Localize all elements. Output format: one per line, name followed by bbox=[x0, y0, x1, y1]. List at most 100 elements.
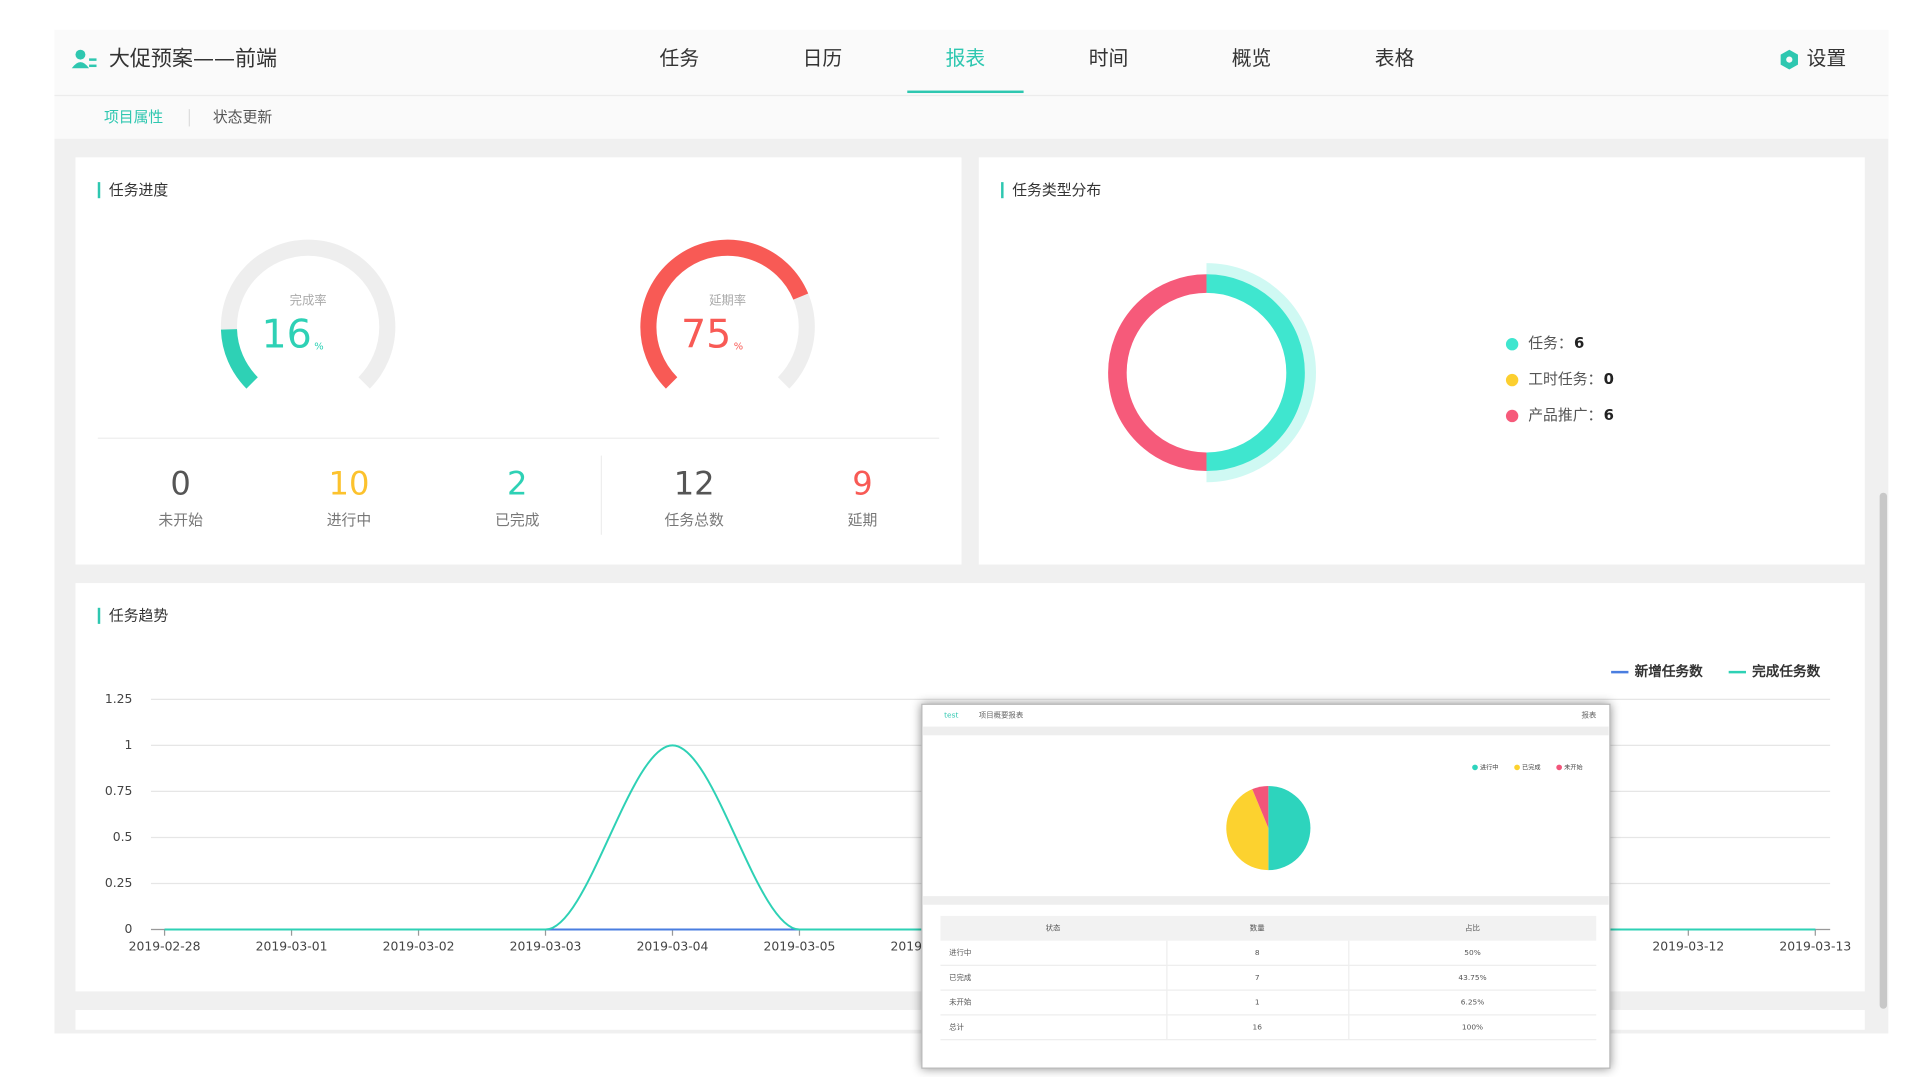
x-tick-label: 2019-03-02 bbox=[383, 939, 455, 953]
stat-value: 10 bbox=[328, 464, 369, 502]
table-cell: 8 bbox=[1255, 948, 1260, 957]
gauge-label: 延期率 bbox=[709, 292, 746, 307]
donut-slice bbox=[1206, 274, 1305, 472]
gauge-value bbox=[640, 239, 809, 389]
pie-legend-label: 进行中 bbox=[1480, 763, 1499, 771]
thumbnail-tab: 项目概要报表 bbox=[979, 709, 1024, 719]
stat-label: 未开始 bbox=[158, 512, 203, 529]
gauge-value-text: 75 bbox=[681, 311, 731, 357]
title-marker bbox=[1001, 182, 1004, 199]
settings-icon[interactable] bbox=[1780, 49, 1798, 70]
x-tick-label: 2019-03-13 bbox=[1779, 939, 1851, 953]
x-tick-label: 2019-03-12 bbox=[1652, 939, 1724, 953]
legend-value: 0 bbox=[1604, 371, 1614, 388]
stat-label: 已完成 bbox=[495, 512, 540, 529]
stat-label: 任务总数 bbox=[665, 512, 724, 529]
thumbnail-band bbox=[923, 896, 1609, 905]
legend-dot bbox=[1505, 373, 1519, 387]
title-marker bbox=[97, 607, 101, 624]
pie-legend-label: 已完成 bbox=[1522, 763, 1541, 771]
table-cell: 未开始 bbox=[949, 997, 972, 1007]
sub-tab[interactable]: 状态更新 bbox=[213, 109, 272, 126]
stat-label: 延期 bbox=[848, 512, 878, 529]
donut-slice bbox=[1108, 274, 1207, 472]
pie-slice bbox=[1226, 789, 1269, 871]
table-cell: 16 bbox=[1252, 1022, 1262, 1031]
table-cell: 总计 bbox=[949, 1021, 964, 1031]
gauge-label: 完成率 bbox=[290, 292, 327, 307]
gauge-unit: % bbox=[314, 342, 323, 353]
legend-dot bbox=[1505, 338, 1519, 351]
title-marker bbox=[97, 182, 101, 199]
top-bar bbox=[54, 29, 1889, 96]
thumbnail-band bbox=[923, 726, 1609, 736]
pie-legend-dot bbox=[1514, 764, 1520, 771]
thumbnail-action: 报表 bbox=[1581, 709, 1596, 719]
y-tick-label: 1.25 bbox=[105, 692, 133, 706]
legend-label: 任务： bbox=[1528, 335, 1573, 352]
nav-tab[interactable]: 概览 bbox=[1232, 47, 1272, 70]
sub-tab[interactable]: 项目属性 bbox=[104, 109, 163, 126]
gauge-unit: % bbox=[734, 342, 743, 353]
legend-label: 工时任务： bbox=[1528, 371, 1602, 388]
table-header bbox=[940, 915, 1597, 941]
pie-slice bbox=[1252, 785, 1269, 829]
stat-value: 12 bbox=[674, 464, 715, 502]
user-icon bbox=[71, 49, 97, 69]
nav-tab[interactable]: 任务 bbox=[660, 47, 700, 70]
x-tick-label: 2019-03-04 bbox=[637, 939, 709, 953]
table-header-cell: 占比 bbox=[1465, 922, 1480, 932]
y-tick-label: 0.5 bbox=[113, 830, 133, 844]
scrollbar[interactable] bbox=[1879, 492, 1888, 1009]
stat-value: 2 bbox=[507, 464, 527, 502]
x-tick-label: 2019-03-01 bbox=[256, 939, 328, 953]
pie-legend-dot bbox=[1556, 764, 1562, 771]
active-tab-underline bbox=[907, 90, 1024, 94]
x-tick-label: 2019-03-05 bbox=[764, 939, 836, 953]
thumbnail-background bbox=[921, 703, 1611, 1069]
card-title: 任务趋势 bbox=[109, 607, 168, 624]
card-title: 任务类型分布 bbox=[1012, 182, 1101, 199]
table-cell: 7 bbox=[1255, 973, 1260, 982]
nav-tab[interactable]: 表格 bbox=[1375, 47, 1415, 70]
pie-legend-dot bbox=[1472, 764, 1478, 771]
gauge-value-text: 16 bbox=[261, 311, 311, 357]
table-cell: 50% bbox=[1464, 948, 1480, 957]
table-cell: 进行中 bbox=[949, 947, 971, 957]
thumbnail-tab: test bbox=[944, 710, 958, 719]
legend-value: 6 bbox=[1604, 407, 1614, 424]
legend-label[interactable]: 完成任务数 bbox=[1752, 663, 1820, 680]
y-tick-label: 0.75 bbox=[105, 784, 133, 798]
x-tick-label: 2019-03-03 bbox=[510, 939, 582, 953]
y-tick-label: 0 bbox=[125, 922, 133, 936]
stat-value: 0 bbox=[170, 464, 190, 502]
table-cell: 已完成 bbox=[949, 972, 972, 982]
pie-legend-label: 未开始 bbox=[1564, 763, 1583, 771]
y-tick-label: 1 bbox=[125, 738, 133, 752]
sub-bar bbox=[54, 95, 1889, 139]
table-header-cell: 数量 bbox=[1250, 922, 1265, 932]
legend-label: 产品推广： bbox=[1528, 407, 1602, 424]
card-title: 任务进度 bbox=[109, 182, 168, 199]
table-header-cell: 状态 bbox=[1046, 922, 1061, 932]
nav-tab[interactable]: 日历 bbox=[803, 47, 843, 70]
table-cell: 43.75% bbox=[1458, 973, 1486, 982]
settings-link[interactable]: 设置 bbox=[1807, 47, 1847, 70]
nav-tab[interactable]: 报表 bbox=[946, 47, 986, 70]
nav-tab[interactable]: 时间 bbox=[1089, 47, 1129, 70]
donut-highlight bbox=[1206, 263, 1316, 483]
gauge-value bbox=[220, 328, 258, 389]
legend-value: 6 bbox=[1574, 335, 1584, 352]
legend-label[interactable]: 新增任务数 bbox=[1635, 663, 1703, 680]
project-title: 大促预案——前端 bbox=[109, 46, 277, 71]
table-cell: 1 bbox=[1255, 998, 1260, 1007]
stat-value: 9 bbox=[852, 464, 872, 502]
table-cell: 100% bbox=[1462, 1022, 1483, 1031]
pie-slice bbox=[1268, 785, 1311, 871]
table-cell: 6.25% bbox=[1461, 998, 1485, 1007]
y-tick-label: 0.25 bbox=[105, 876, 133, 890]
stat-label: 进行中 bbox=[327, 512, 372, 529]
